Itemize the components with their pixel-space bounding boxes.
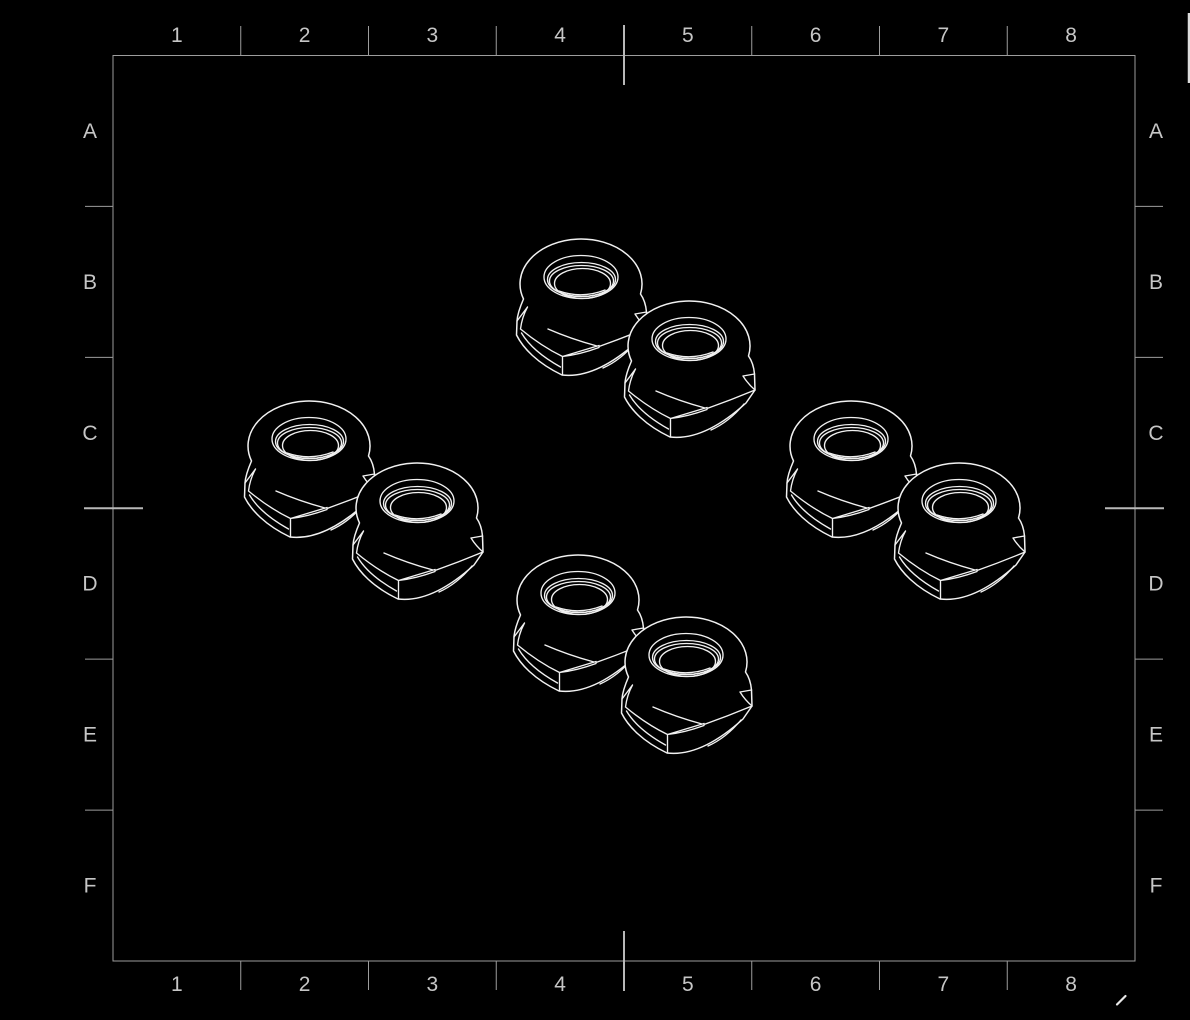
zone-label-col-top-4: 4 (554, 24, 566, 47)
zone-label-row-right-E: E (1149, 724, 1163, 747)
zone-label-col-top-5: 5 (682, 24, 694, 47)
zone-label-row-left-B: B (83, 271, 97, 294)
zone-label-col-bottom-8: 8 (1065, 973, 1077, 996)
zone-label-col-top-3: 3 (427, 24, 439, 47)
zone-ticks (84, 25, 1164, 991)
zone-label-col-bottom-3: 3 (427, 973, 439, 996)
zone-label-row-left-D: D (82, 573, 97, 596)
zone-label-row-right-C: C (1148, 422, 1163, 445)
zone-label-col-bottom-2: 2 (299, 973, 311, 996)
zone-label-col-top-2: 2 (299, 24, 311, 47)
zone-label-row-left-C: C (82, 422, 97, 445)
zone-label-row-left-A: A (83, 120, 97, 143)
zone-label-col-bottom-6: 6 (810, 973, 822, 996)
zone-label-col-bottom-1: 1 (171, 973, 183, 996)
zone-label-row-right-D: D (1148, 573, 1163, 596)
zone-label-col-top-6: 6 (810, 24, 822, 47)
zone-label-row-left-F: F (84, 875, 97, 898)
zone-label-row-right-B: B (1149, 271, 1163, 294)
zone-label-row-left-E: E (83, 724, 97, 747)
zone-label-col-bottom-4: 4 (554, 973, 566, 996)
zone-labels: 1 1 2 2 3 3 4 4 5 5 6 6 7 7 8 8 A A B B C C D D E E F F (82, 24, 1163, 996)
zone-label-col-top-1: 1 (171, 24, 183, 47)
zone-label-col-bottom-5: 5 (682, 973, 694, 996)
zone-label-col-top-8: 8 (1065, 24, 1077, 47)
zone-label-row-right-A: A (1149, 120, 1163, 143)
resize-diagonal-mark (1115, 994, 1127, 1006)
zone-label-col-top-7: 7 (938, 24, 950, 47)
zone-label-col-bottom-7: 7 (938, 973, 950, 996)
zone-label-row-right-F: F (1150, 875, 1163, 898)
